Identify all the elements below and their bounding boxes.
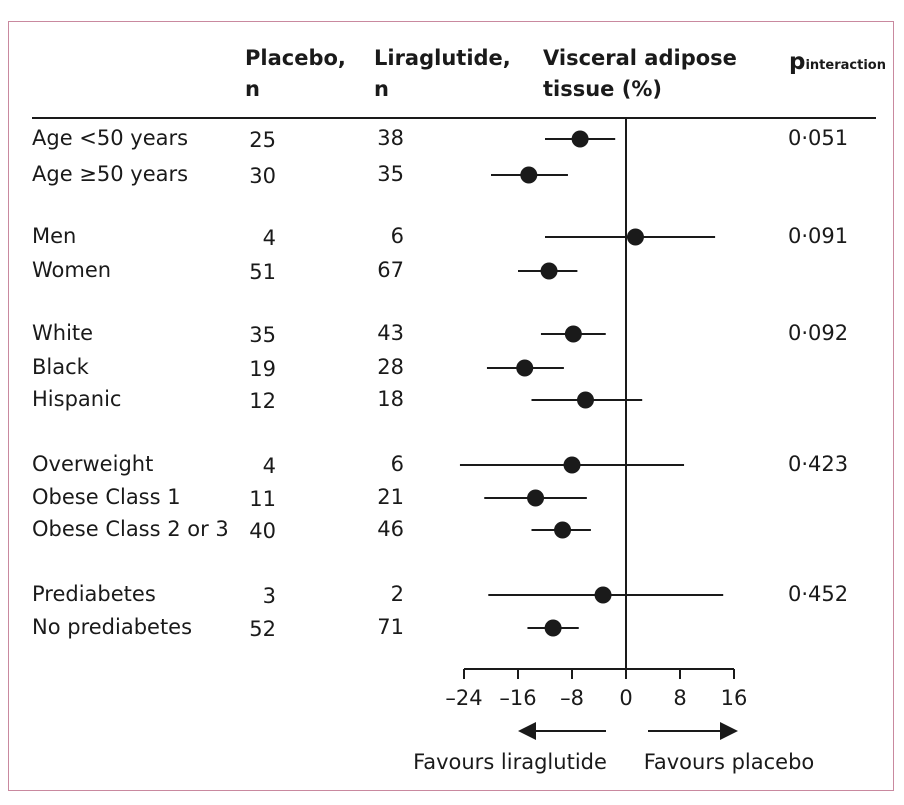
estimate-point [527,489,545,507]
liraglutide-n: 6 [390,452,404,476]
placebo-n: 3 [262,584,276,608]
subgroup-label: Age <50 years [32,126,189,150]
estimate-point [554,521,572,539]
estimate-point [516,359,534,377]
favours-right-arrowhead [720,722,738,740]
liraglutide-n: 38 [377,126,404,150]
x-tick-label: –8 [560,686,584,710]
placebo-n: 52 [249,617,276,641]
subgroup-label: Hispanic [32,387,122,411]
x-tick-label: 8 [673,686,686,710]
p-value: 0·051 [788,126,849,150]
placebo-header-line2: n [245,77,260,101]
subgroup-label: White [32,321,94,345]
subgroup-label: Black [32,355,89,379]
liraglutide-header-line2: n [374,77,389,101]
subgroup-label: Obese Class 1 [32,485,181,509]
liraglutide-n: 71 [377,615,404,639]
p-interaction-header: pinteraction [789,47,886,81]
placebo-n: 4 [262,454,276,478]
liraglutide-n: 35 [377,162,404,186]
subgroup-label: Prediabetes [32,582,156,606]
favours-left-arrowhead [518,722,536,740]
subgroup-label: No prediabetes [32,615,193,639]
estimate-point [626,228,644,246]
liraglutide-n: 43 [377,321,404,345]
favours-placebo-label: Favours placebo [644,750,815,774]
placebo-n: 30 [249,164,276,188]
placebo-n: 35 [249,323,276,347]
p-interaction-main: p [789,49,806,75]
estimate-point [564,325,582,343]
subgroup-label: Men [32,224,77,248]
x-tick-label: 0 [619,686,632,710]
estimate-point [544,619,562,637]
vat-header-line2: tissue (%) [543,77,662,101]
p-value: 0·092 [788,321,849,345]
estimate-point [563,456,581,474]
liraglutide-n: 21 [377,485,404,509]
x-tick-label: –24 [445,686,482,710]
vat-header: Visceral adipose tissue (%) [543,43,737,105]
placebo-n: 19 [249,357,276,381]
x-tick-label: 16 [721,686,748,710]
estimate-point [540,262,558,280]
liraglutide-n: 6 [390,224,404,248]
liraglutide-n: 28 [377,355,404,379]
figure-frame [8,21,894,791]
estimate-point [571,130,589,148]
liraglutide-header-line1: Liraglutide, [374,46,511,70]
placebo-n: 4 [262,226,276,250]
placebo-n: 51 [249,260,276,284]
favours-liraglutide-label: Favours liraglutide [413,750,607,774]
subgroup-label: Obese Class 2 or 3 [32,517,229,541]
p-interaction-sub: interaction [805,58,886,73]
vat-header-line1: Visceral adipose [543,46,737,70]
liraglutide-header: Liraglutide, n [374,43,511,105]
placebo-header: Placebo, n [245,43,346,105]
header-rule [32,117,876,119]
x-tick-label: –16 [499,686,536,710]
placebo-header-line1: Placebo, [245,46,346,70]
subgroup-label: Women [32,258,112,282]
placebo-n: 40 [249,519,276,543]
placebo-n: 12 [249,389,276,413]
p-value: 0·423 [788,452,849,476]
estimate-point [577,391,594,409]
liraglutide-n: 2 [390,582,404,606]
liraglutide-n: 67 [377,258,404,282]
placebo-n: 11 [249,487,276,511]
liraglutide-n: 18 [377,387,404,411]
liraglutide-n: 46 [377,517,404,541]
subgroup-label: Overweight [32,452,154,476]
placebo-n: 25 [249,128,276,152]
p-value: 0·452 [788,582,849,606]
estimate-point [594,586,612,604]
p-value: 0·091 [788,224,849,248]
subgroup-label: Age ≥50 years [32,162,189,186]
estimate-point [520,166,538,184]
